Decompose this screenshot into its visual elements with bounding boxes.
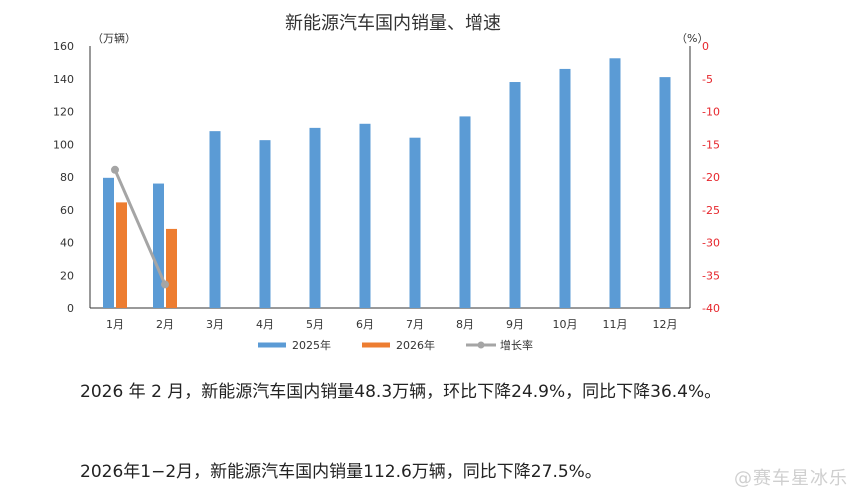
x-tick-label: 3月 [206,318,224,331]
bar-2026 [116,202,127,308]
x-tick-label: 11月 [603,318,628,331]
legend-label: 增长率 [500,338,533,352]
right-tick-label: -30 [702,237,720,250]
left-tick-label: 80 [60,171,74,184]
summary-paragraph-feb: 2026 年 2 月，新能源汽车国内销量48.3万辆，环比下降24.9%，同比下… [80,382,722,402]
x-tick-label: 7月 [406,318,424,331]
bar-2026 [166,228,177,308]
bar-2025 [409,137,421,308]
summary-paragraph-jan-feb: 2026年1−2月，新能源汽车国内销量112.6万辆，同比下降27.5%。 [80,462,602,482]
growth-rate-point [111,165,119,174]
x-tick-label: 12月 [653,318,678,331]
left-tick-label: 120 [53,106,74,119]
left-tick-label: 160 [53,40,74,53]
x-tick-label: 8月 [456,318,474,331]
x-tick-label: 9月 [506,318,524,331]
bar-2025 [459,116,471,308]
x-tick-label: 6月 [356,318,374,331]
bar-2025 [259,140,271,308]
growth-rate-line [113,169,167,286]
right-tick-label: -5 [702,73,713,86]
right-tick-label: -15 [702,138,720,151]
bar-2025 [609,58,621,308]
right-tick-label: -25 [702,204,720,217]
growth-rate-point [161,280,169,289]
legend-label: 2025年 [292,338,331,352]
legend-swatch [362,342,390,348]
bar-2025 [103,177,114,308]
left-tick-label: 20 [60,269,74,282]
bar-2025 [153,183,164,308]
left-tick-label: 140 [53,73,74,86]
watermark: @赛车星冰乐 [734,468,848,489]
chart-title: 新能源汽车国内销量、增速 [285,13,501,34]
x-tick-label: 4月 [256,318,274,331]
right-axis-unit: （%） [676,32,708,45]
x-tick-label: 2月 [156,318,174,331]
chart: 新能源汽车国内销量、增速 0 20 40 60 80 100 120 140 160 （万辆） 0 -5… [53,13,720,352]
legend-label: 2026年 [396,338,435,352]
left-tick-label: 0 [67,302,74,315]
bar-2025 [359,123,371,308]
left-axis-unit: （万辆） [92,31,136,45]
bar-2025 [559,68,571,308]
bar-2025 [309,127,321,308]
left-tick-label: 60 [60,204,74,217]
bar-2025 [209,131,221,308]
x-tick-label: 1月 [106,318,124,331]
right-tick-label: -40 [702,302,720,315]
right-tick-label: -35 [702,269,720,282]
x-tick-label: 10月 [553,318,578,331]
right-tick-label: 0 [702,40,709,53]
left-tick-label: 40 [60,237,74,250]
x-tick-label: 5月 [306,318,324,331]
right-tick-label: -20 [702,171,720,184]
legend-swatch [258,342,286,348]
legend-swatch-marker [477,341,485,349]
left-tick-label: 100 [53,138,74,151]
bar-2025 [509,82,521,309]
right-tick-label: -10 [702,106,720,119]
bar-2025 [659,77,671,308]
